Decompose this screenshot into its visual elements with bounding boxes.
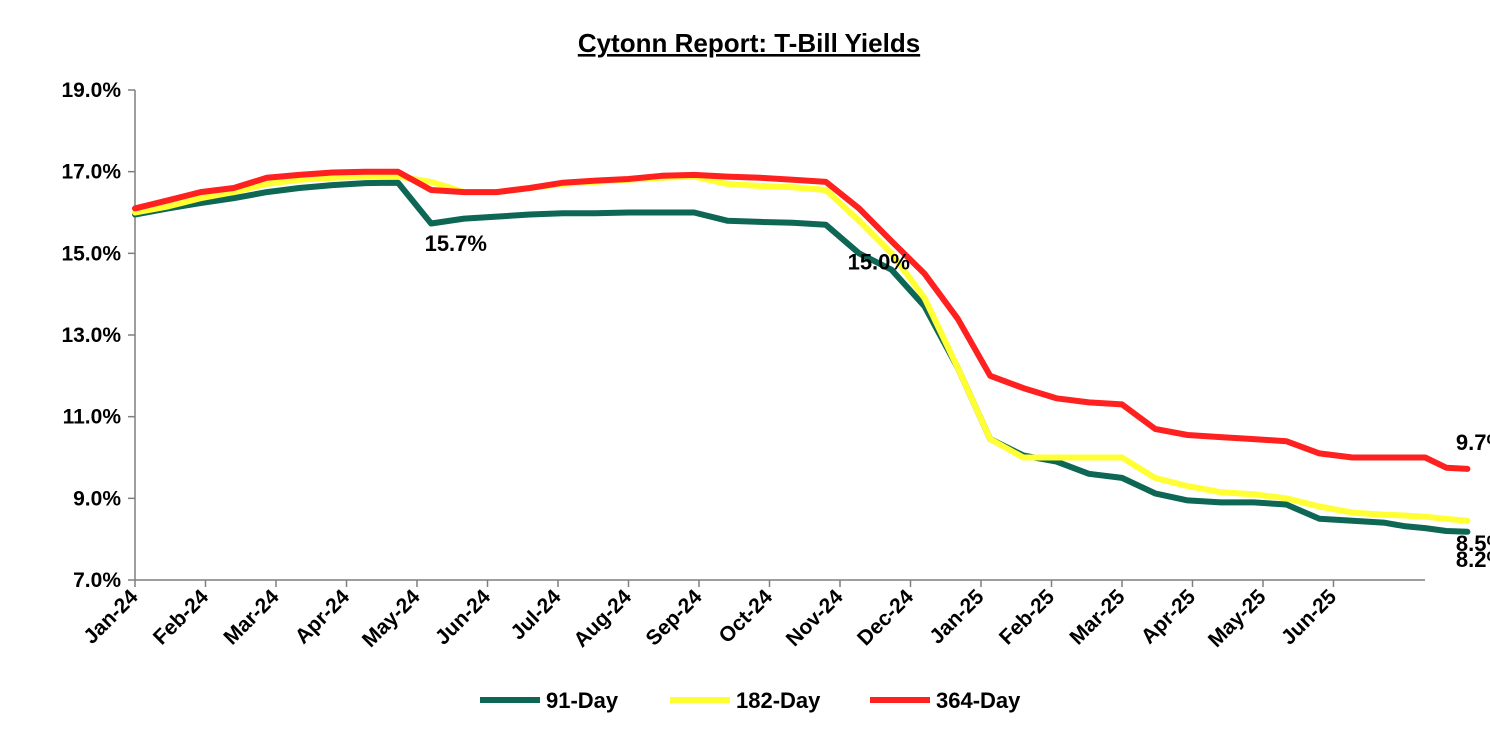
x-tick-label: Jun-24 (431, 585, 495, 649)
data-labels: 15.7% 15.0% 9.7% 8.5%8.2% (425, 231, 1490, 572)
x-tick-label: Jan-24 (79, 585, 143, 649)
legend-label-182-day: 182-Day (736, 688, 821, 713)
series-line-182-day (132, 173, 1471, 524)
x-tick-label: Jun-25 (1277, 585, 1341, 649)
y-tick-label: 13.0% (61, 324, 121, 347)
data-label: 8.5% (1456, 531, 1490, 556)
y-tick-label: 11.0% (63, 406, 122, 429)
x-tick-label: Oct-24 (715, 585, 778, 648)
x-tick-label: Nov-24 (782, 585, 848, 651)
x-tick-label: Mar-25 (1065, 585, 1129, 649)
x-tick-label: May-25 (1204, 585, 1271, 652)
x-tick-label: May-24 (358, 585, 425, 652)
legend-label-91-day: 91-Day (546, 688, 619, 713)
series-line-91-day (132, 179, 1471, 535)
legend-label-364-day: 364-Day (936, 688, 1021, 713)
x-tick-label: Apr-25 (1137, 585, 1201, 649)
y-tick-label: 17.0% (61, 161, 121, 184)
axes: 7.0%9.0%11.0%13.0%15.0%17.0%19.0%Jan-24 F… (61, 79, 1425, 652)
x-tick-label: Apr-24 (291, 585, 355, 649)
data-label: 9.7% (1456, 430, 1490, 455)
y-tick-label: 7.0% (73, 569, 121, 592)
x-tick-label: Dec-24 (853, 585, 918, 650)
x-tick-label: Feb-24 (149, 585, 213, 649)
data-label: 8.2% (1456, 547, 1490, 572)
series-line-364-day (132, 168, 1471, 472)
legend: 91-Day 182-Day 364-Day (480, 688, 1021, 713)
y-tick-label: 19.0% (61, 79, 121, 102)
x-tick-label: Jul-24 (506, 585, 565, 644)
x-tick-label: Jan-25 (925, 585, 989, 649)
x-tick-label: Mar-24 (219, 585, 283, 649)
x-tick-label: Aug-24 (569, 585, 636, 652)
chart-title: Cytonn Report: T-Bill Yields (578, 28, 920, 58)
series-lines (132, 168, 1471, 535)
x-tick-label: Sep-24 (642, 585, 707, 650)
x-tick-label: Feb-25 (995, 585, 1059, 649)
y-tick-label: 15.0% (61, 242, 121, 265)
data-label: 15.7% (425, 231, 487, 256)
data-label: 15.0% (848, 249, 910, 274)
y-tick-label: 9.0% (73, 487, 121, 510)
